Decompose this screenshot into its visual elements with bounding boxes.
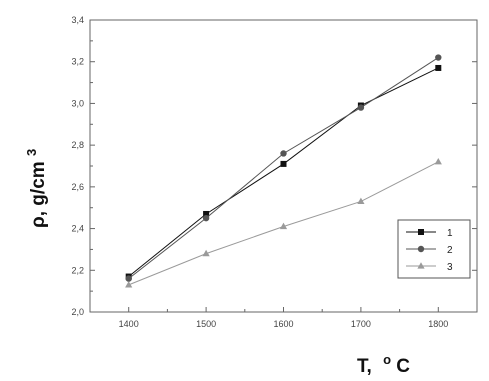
series-line-1 xyxy=(128,67,439,277)
legend-label: 2 xyxy=(447,245,453,256)
y-axis-label: ρ, g/cm xyxy=(28,161,49,228)
series-3 xyxy=(125,158,442,288)
data-point-3 xyxy=(357,197,365,205)
data-point-3 xyxy=(202,249,210,257)
y-tick-label: 3,4 xyxy=(71,15,84,25)
y-axis-title: ρ, g/cm 3 xyxy=(24,149,49,228)
x-tick-label: 1500 xyxy=(196,319,216,329)
data-point-2 xyxy=(125,275,132,282)
y-tick-label: 2,2 xyxy=(71,265,84,275)
legend-label: 3 xyxy=(447,262,453,273)
x-tick-label: 1700 xyxy=(351,319,371,329)
data-point-1 xyxy=(435,64,442,71)
series-layer xyxy=(125,54,442,288)
y-tick-label: 3,2 xyxy=(71,57,84,67)
legend-marker xyxy=(417,262,425,269)
data-point-2 xyxy=(435,54,442,61)
data-point-3 xyxy=(125,281,133,288)
legend-item-2: 2 xyxy=(406,245,453,256)
data-point-2 xyxy=(202,214,210,222)
series-2 xyxy=(125,54,442,282)
legend-item-1: 1 xyxy=(406,228,453,239)
y-tick-label: 2,4 xyxy=(71,224,84,234)
y-tick-label: 3,0 xyxy=(71,98,84,108)
data-point-1 xyxy=(203,210,210,217)
series-1 xyxy=(125,64,442,280)
legend-item-3: 3 xyxy=(406,262,453,273)
data-point-3 xyxy=(434,158,442,165)
legend-marker xyxy=(418,229,424,235)
y-tick-label: 2,6 xyxy=(71,182,84,192)
x-axis-label: T, xyxy=(357,356,372,377)
data-point-3 xyxy=(279,222,288,230)
y-axis-exponent: 3 xyxy=(24,149,39,156)
legend-label: 1 xyxy=(447,228,453,239)
y-axis-ticks: 2,0 2,2 2,4 2,6 2,8 3,0 3,2 3,4 xyxy=(71,15,477,317)
x-axis-ticks: 1400 1500 1600 1700 1800 xyxy=(119,307,448,329)
x-tick-label: 1400 xyxy=(119,319,139,329)
legend-marker xyxy=(417,245,425,253)
data-point-1 xyxy=(280,160,287,167)
legend: 1 2 3 xyxy=(397,219,471,279)
x-tick-label: 1600 xyxy=(273,319,293,329)
x-axis-unit: C xyxy=(396,356,410,377)
y-tick-label: 2,8 xyxy=(71,140,84,150)
data-point-2 xyxy=(357,104,365,111)
data-point-2 xyxy=(280,150,287,157)
x-axis-degree-symbol: o xyxy=(383,352,391,367)
x-axis-title: T, o C xyxy=(357,348,410,377)
y-tick-label: 2,0 xyxy=(71,307,84,317)
x-tick-label: 1800 xyxy=(428,319,448,329)
